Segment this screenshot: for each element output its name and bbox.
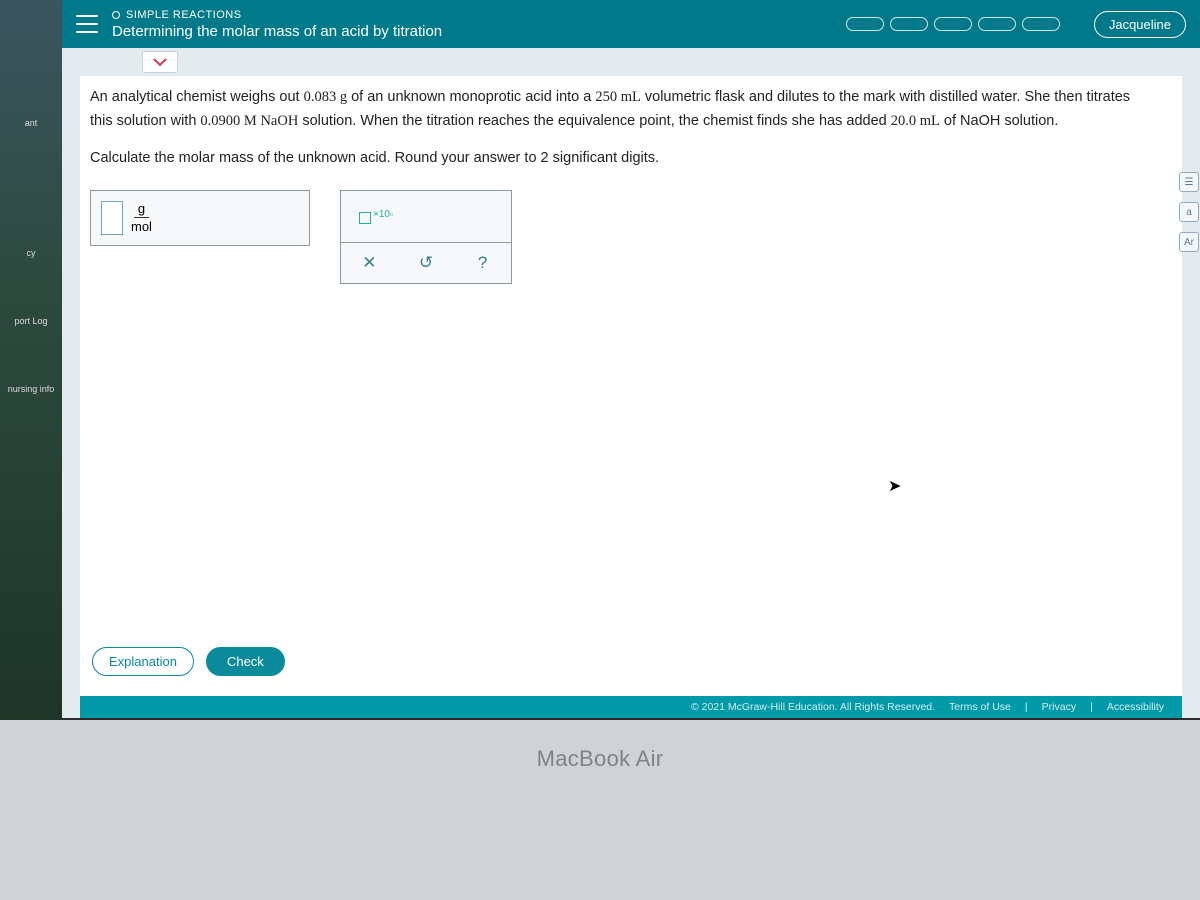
progress-pill bbox=[934, 17, 972, 31]
topic-text: SIMPLE REACTIONS bbox=[126, 9, 242, 21]
tools-row-2: ✕ ↺ ? bbox=[341, 243, 511, 283]
menu-icon[interactable] bbox=[76, 15, 98, 33]
accessibility-link[interactable]: Accessibility bbox=[1107, 701, 1164, 713]
toolbar-strip bbox=[62, 48, 1200, 76]
check-button[interactable]: Check bbox=[206, 647, 285, 676]
copyright-text: © 2021 McGraw-Hill Education. All Rights… bbox=[691, 701, 935, 713]
dock-item[interactable] bbox=[9, 336, 53, 380]
side-tool-a[interactable]: ☰ bbox=[1179, 172, 1199, 192]
answer-input[interactable] bbox=[101, 201, 123, 235]
laptop-bezel: MacBook Air bbox=[0, 720, 1200, 900]
dock-label: cy bbox=[27, 248, 36, 258]
placeholder-box-icon bbox=[359, 212, 371, 224]
work-row: g mol ×10 ▫ ✕ ↺ ? bbox=[80, 170, 1182, 304]
topic-label: SIMPLE REACTIONS bbox=[112, 9, 832, 21]
bottom-actions: Explanation Check bbox=[92, 647, 285, 676]
sci-notation-button[interactable]: ×10 ▫ bbox=[359, 209, 393, 224]
undo-button[interactable]: ↺ bbox=[412, 251, 440, 275]
cursor-icon: ➤ bbox=[888, 476, 901, 496]
chevron-down-icon bbox=[153, 57, 167, 67]
progress-pill bbox=[978, 17, 1016, 31]
user-button[interactable]: Jacqueline bbox=[1094, 11, 1186, 38]
macos-dock: ant cy port Log nursing info bbox=[0, 0, 62, 720]
dock-item[interactable] bbox=[9, 200, 53, 244]
app-window: SIMPLE REACTIONS Determining the molar m… bbox=[62, 0, 1200, 718]
dock-item[interactable] bbox=[9, 70, 53, 114]
terms-link[interactable]: Terms of Use bbox=[949, 701, 1011, 713]
answer-unit: g mol bbox=[131, 202, 152, 233]
page-title: Determining the molar mass of an acid by… bbox=[112, 23, 832, 40]
problem-paragraph-2: Calculate the molar mass of the unknown … bbox=[80, 136, 1182, 170]
progress-pill bbox=[890, 17, 928, 31]
progress-indicator bbox=[846, 17, 1060, 31]
entry-tools: ×10 ▫ ✕ ↺ ? bbox=[340, 190, 512, 284]
bullet-icon bbox=[112, 11, 120, 19]
answer-box: g mol bbox=[90, 190, 310, 246]
unit-denominator: mol bbox=[131, 218, 152, 233]
unit-numerator: g bbox=[134, 202, 149, 218]
main-content: An analytical chemist weighs out 0.083 g… bbox=[80, 76, 1182, 696]
dock-label: ant bbox=[25, 118, 38, 128]
laptop-label: MacBook Air bbox=[537, 746, 664, 900]
progress-pill bbox=[846, 17, 884, 31]
progress-pill bbox=[1022, 17, 1060, 31]
explanation-button[interactable]: Explanation bbox=[92, 647, 194, 676]
dock-item[interactable] bbox=[9, 138, 53, 182]
dock-label: nursing info bbox=[8, 384, 55, 394]
problem-paragraph-1: An analytical chemist weighs out 0.083 g… bbox=[80, 76, 1182, 136]
app-header: SIMPLE REACTIONS Determining the molar m… bbox=[62, 0, 1200, 48]
help-button[interactable]: ? bbox=[469, 251, 497, 275]
tools-row-1: ×10 ▫ bbox=[341, 191, 511, 243]
side-tool-rail: ☰ a Ar bbox=[1178, 172, 1200, 252]
clear-button[interactable]: ✕ bbox=[355, 251, 383, 275]
footer: © 2021 McGraw-Hill Education. All Rights… bbox=[80, 696, 1182, 718]
privacy-link[interactable]: Privacy bbox=[1042, 701, 1076, 713]
header-titles: SIMPLE REACTIONS Determining the molar m… bbox=[112, 9, 832, 40]
side-tool-b[interactable]: a bbox=[1179, 202, 1199, 222]
dock-item[interactable] bbox=[9, 268, 53, 312]
dropdown-button[interactable] bbox=[142, 51, 178, 73]
dock-label: port Log bbox=[14, 316, 47, 326]
side-tool-c[interactable]: Ar bbox=[1179, 232, 1199, 252]
